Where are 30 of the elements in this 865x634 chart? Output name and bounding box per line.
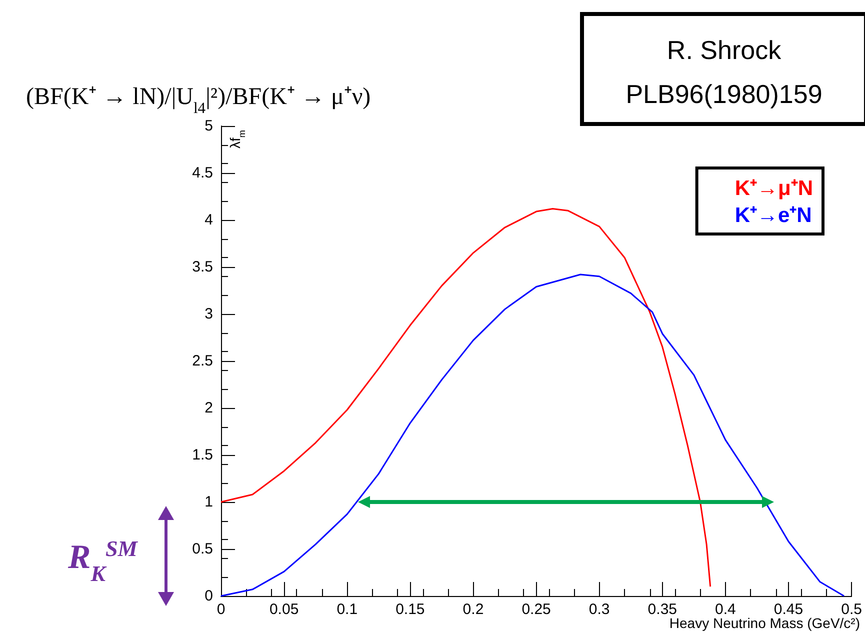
- x-axis-title: Heavy Neutrino Mass (GeV/c²): [669, 615, 860, 631]
- x-tick-label: 0.4: [715, 601, 736, 618]
- x-tick-label: 0.35: [648, 601, 678, 618]
- line-series: [220, 208, 712, 588]
- y-tick-label: 0: [204, 588, 213, 604]
- x-tick-label: 0: [216, 601, 226, 618]
- x-tick-label: 0.15: [396, 601, 425, 618]
- x-tick-label: 0.25: [522, 601, 551, 618]
- x-tick-label: 0.05: [269, 601, 299, 618]
- y-tick-label: 1.5: [192, 446, 213, 464]
- x-tick-label: 0.2: [462, 601, 484, 618]
- y-tick-label: 4: [204, 212, 213, 228]
- x-tick-label: 0.3: [588, 601, 610, 618]
- y-tick-label: 2.5: [192, 352, 213, 370]
- x-tick-label: 0.45: [774, 601, 804, 618]
- text: R. Shrock: [666, 35, 782, 65]
- y-tick-label: 1: [204, 494, 213, 510]
- y-tick-label: 4.5: [192, 164, 213, 182]
- x-tick-label: 0.5: [841, 601, 862, 618]
- text: PLB96(1980)159: [626, 79, 822, 109]
- text: K⁺→μ⁺N: [734, 177, 814, 200]
- line-series: [220, 274, 845, 597]
- text: K⁺→e⁺N: [734, 204, 812, 227]
- y-tick-label: 3: [204, 306, 213, 322]
- chart-title: (BF(K⁺ → lN)/|U$_{l4}$|²)/BF(K⁺ → μ⁺ν): [26, 84, 371, 116]
- y-tick-label: 5: [204, 118, 213, 134]
- y-tick-label: 2: [204, 400, 213, 416]
- x-tick-label: 0.1: [336, 601, 358, 618]
- y-tick-label: 3.5: [192, 258, 213, 276]
- y-tick-label: 0.5: [192, 540, 213, 558]
